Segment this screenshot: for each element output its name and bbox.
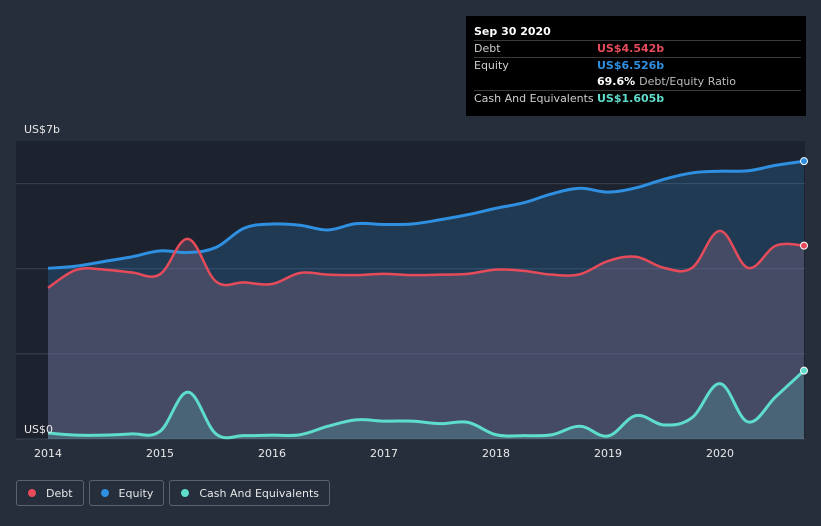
- legend: Debt Equity Cash And Equivalents: [16, 480, 335, 506]
- x-axis-ticks: 2014 2015 2016 2017 2018 2019 2020: [34, 447, 734, 460]
- tooltip-row-cash: Cash And Equivalents US$1.605b: [474, 90, 801, 107]
- cash-line: [47, 369, 806, 440]
- equity-endpoint: [800, 157, 808, 166]
- legend-label: Cash And Equivalents: [199, 486, 319, 500]
- tooltip-label: [474, 74, 597, 90]
- tooltip-row-equity: Equity US$6.526b: [474, 57, 801, 74]
- tooltip-value: US$1.605b: [597, 92, 665, 105]
- x-tick-label: 2019: [594, 447, 622, 460]
- equity-area: [48, 161, 804, 439]
- y-top-label: US$7b: [24, 123, 60, 136]
- cash-endpoint: [800, 366, 808, 375]
- tooltip-date: Sep 30 2020: [474, 25, 551, 38]
- data-tooltip: Sep 30 2020 Debt US$4.542b Equity US$6.5…: [466, 16, 806, 116]
- legend-dot-icon: [100, 489, 109, 497]
- tooltip-row-debt: Debt US$4.542b: [474, 40, 801, 57]
- tooltip-value: US$4.542b: [597, 42, 665, 55]
- x-tick-label: 2015: [146, 447, 174, 460]
- legend-item-equity[interactable]: Equity: [88, 480, 165, 506]
- legend-item-debt[interactable]: Debt: [16, 480, 84, 506]
- tooltip-ratio-label: Debt/Equity Ratio: [639, 75, 736, 88]
- legend-label: Debt: [46, 486, 73, 500]
- x-tick-label: 2020: [706, 447, 734, 460]
- x-tick-label: 2017: [370, 447, 398, 460]
- x-tick-label: 2014: [34, 447, 62, 460]
- tooltip-row-ratio: 69.6% Debt/Equity Ratio: [474, 74, 801, 90]
- tooltip-label: Equity: [474, 59, 509, 72]
- legend-dot-icon: [28, 489, 36, 497]
- y-bottom-label: US$0: [24, 423, 53, 436]
- tooltip-value: 69.6%: [597, 75, 636, 88]
- plot-past-shade: [16, 141, 805, 439]
- x-tick-label: 2018: [482, 447, 510, 460]
- tooltip-value: US$6.526b: [597, 59, 665, 72]
- debt-area: [48, 230, 804, 439]
- debt-endpoint: [800, 241, 808, 250]
- legend-item-cash[interactable]: Cash And Equivalents: [169, 480, 330, 506]
- tooltip-label: Debt: [474, 42, 501, 55]
- legend-dot-icon: [181, 489, 190, 497]
- tooltip-label: Cash And Equivalents: [474, 92, 594, 105]
- legend-label: Equity: [118, 486, 154, 500]
- x-tick-label: 2016: [258, 447, 286, 460]
- grid-lines: [16, 183, 805, 440]
- debt-line: [47, 229, 805, 289]
